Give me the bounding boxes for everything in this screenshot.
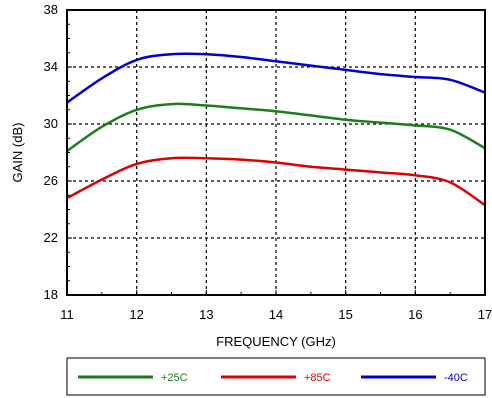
series-line-+25C	[66, 102, 486, 153]
y-tick-label: 22	[44, 230, 58, 245]
x-tick-label: 17	[478, 307, 492, 322]
series-lines	[66, 52, 486, 207]
y-tick-label: 26	[44, 173, 58, 188]
ticks	[66, 9, 486, 296]
x-tick-label: 15	[338, 307, 352, 322]
x-tick-label: 12	[129, 307, 143, 322]
tick-labels: 11 12 13 14 15 16 17 18 22 26 30 34 38	[44, 2, 492, 322]
legend-label: +25C	[161, 372, 188, 384]
y-tick-label: 30	[44, 116, 58, 131]
x-tick-label: 16	[408, 307, 422, 322]
series-line--40C	[66, 52, 486, 104]
x-tick-label: 11	[60, 307, 74, 322]
grid	[67, 10, 485, 295]
y-axis-label: GAIN (dB)	[10, 123, 25, 183]
legend-label: +85C	[304, 372, 331, 384]
series-line-+85C	[66, 156, 486, 207]
legend: +25C +85C -40C	[66, 357, 486, 396]
x-axis-label: FREQUENCY (GHz)	[216, 334, 336, 349]
x-tick-label: 14	[269, 307, 283, 322]
y-tick-label: 34	[44, 59, 58, 74]
x-tick-label: 13	[199, 307, 213, 322]
y-tick-label: 18	[44, 287, 58, 302]
y-tick-label: 38	[44, 2, 58, 17]
legend-label: -40C	[444, 372, 468, 384]
